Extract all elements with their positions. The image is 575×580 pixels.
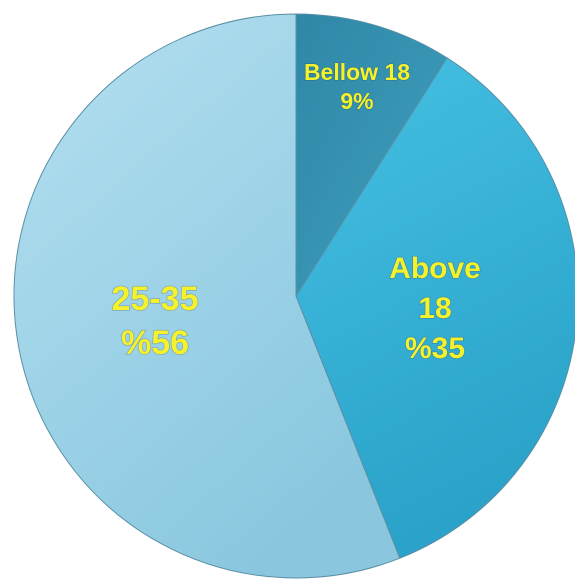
- slice-label-line: Above: [389, 252, 481, 285]
- slice-label-1: Bellow 18 9%: [304, 59, 410, 114]
- slice-label-line: 18: [418, 292, 451, 325]
- slice-label-line: 25-35: [112, 280, 199, 318]
- pie-slice-3: [13, 13, 401, 579]
- slice-label-line: Bellow 18: [304, 59, 410, 85]
- slice-label-line: 9%: [340, 88, 373, 114]
- slice-label-line: %56: [121, 324, 189, 362]
- slice-label-2: Above 18 %35: [389, 252, 481, 365]
- slice-label-line: %35: [405, 332, 465, 365]
- pie-slice-1: [295, 13, 448, 298]
- slice-label-3: 25-35 %56: [112, 280, 199, 362]
- pie-slice-2: [295, 57, 575, 559]
